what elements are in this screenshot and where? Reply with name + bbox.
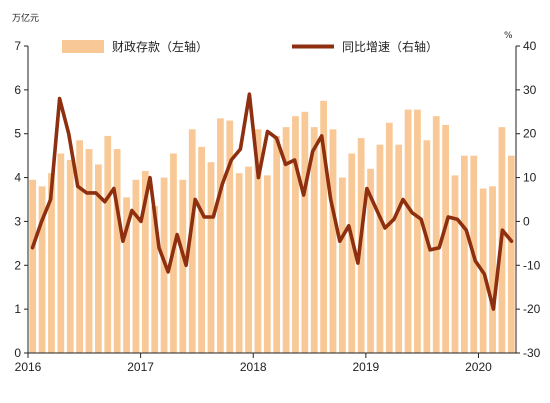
bar-series-fiscal-deposits [29, 100, 515, 354]
x-tick-label: 2020 [465, 360, 492, 374]
bar [292, 116, 299, 354]
bar [141, 170, 149, 353]
right-tick-label: 10 [523, 171, 537, 185]
right-axis-unit: % [504, 31, 513, 41]
left-tick-label: 7 [14, 39, 21, 53]
bar [273, 135, 281, 353]
bar [461, 155, 468, 353]
left-tick-label: 6 [14, 83, 21, 97]
legend-label-line: 同比增速（右轴） [342, 39, 438, 54]
bar [85, 149, 93, 353]
bar [226, 120, 234, 353]
bar [320, 100, 327, 353]
legend-swatch-bars [62, 40, 104, 53]
right-tick-label: 20 [523, 127, 537, 141]
bar [310, 127, 318, 353]
bar [188, 129, 196, 353]
bar [57, 153, 65, 353]
bar [404, 109, 412, 353]
bar [235, 173, 243, 353]
bar [198, 146, 205, 353]
x-tick-label: 2018 [240, 360, 267, 374]
bar [29, 179, 37, 353]
bar [95, 164, 102, 353]
bar [132, 179, 140, 353]
bar [507, 155, 515, 353]
legend: 财政存款（左轴） 同比增速（右轴） [62, 39, 438, 54]
left-tick-label: 4 [14, 171, 21, 185]
bar [123, 197, 130, 353]
left-axis-unit: 万亿元 [12, 12, 39, 24]
bar [432, 116, 440, 354]
right-tick-label: 40 [523, 39, 537, 53]
left-tick-label: 2 [14, 258, 21, 272]
bar [179, 179, 187, 353]
yoy-growth-line [30, 92, 514, 311]
left-tick-label: 5 [14, 127, 21, 141]
bar [451, 175, 459, 353]
right-tick-label: 30 [523, 83, 537, 97]
bar [76, 140, 83, 353]
x-tick-label: 2016 [15, 360, 42, 374]
bar [48, 173, 55, 353]
bar [414, 109, 421, 353]
bar [367, 168, 374, 353]
bar [104, 135, 112, 353]
bar [282, 127, 290, 353]
bar [301, 111, 309, 354]
bar [113, 149, 121, 353]
bar [442, 124, 449, 353]
right-tick-label: -30 [523, 346, 541, 360]
right-tick-label: -10 [523, 258, 541, 272]
bar [38, 186, 46, 353]
right-tick-label: -20 [523, 302, 541, 316]
x-tick-label: 2019 [352, 360, 379, 374]
bar [207, 162, 215, 353]
bar [151, 206, 159, 353]
bar [395, 144, 403, 353]
bar [217, 118, 224, 353]
bar [489, 186, 496, 353]
x-tick-label: 2017 [127, 360, 154, 374]
left-tick-label: 0 [14, 346, 21, 360]
left-tick-label: 3 [14, 214, 21, 228]
left-tick-label: 1 [14, 302, 21, 316]
right-tick-label: 0 [523, 214, 530, 228]
bar [423, 140, 431, 353]
bar [348, 153, 356, 353]
legend-label-bars: 财政存款（左轴） [112, 39, 208, 54]
bar [254, 129, 262, 353]
axes: 0 1 2 3 4 5 6 7 -30 -20 -10 0 10 20 30 40 2016 2017 2018 20… [14, 39, 540, 374]
bar [263, 175, 271, 353]
bar [66, 160, 74, 353]
bar [329, 129, 337, 353]
bar [376, 144, 384, 353]
bar [245, 166, 252, 353]
line-series-yoy-growth [30, 92, 514, 311]
bar [385, 122, 393, 353]
bar [339, 177, 346, 353]
